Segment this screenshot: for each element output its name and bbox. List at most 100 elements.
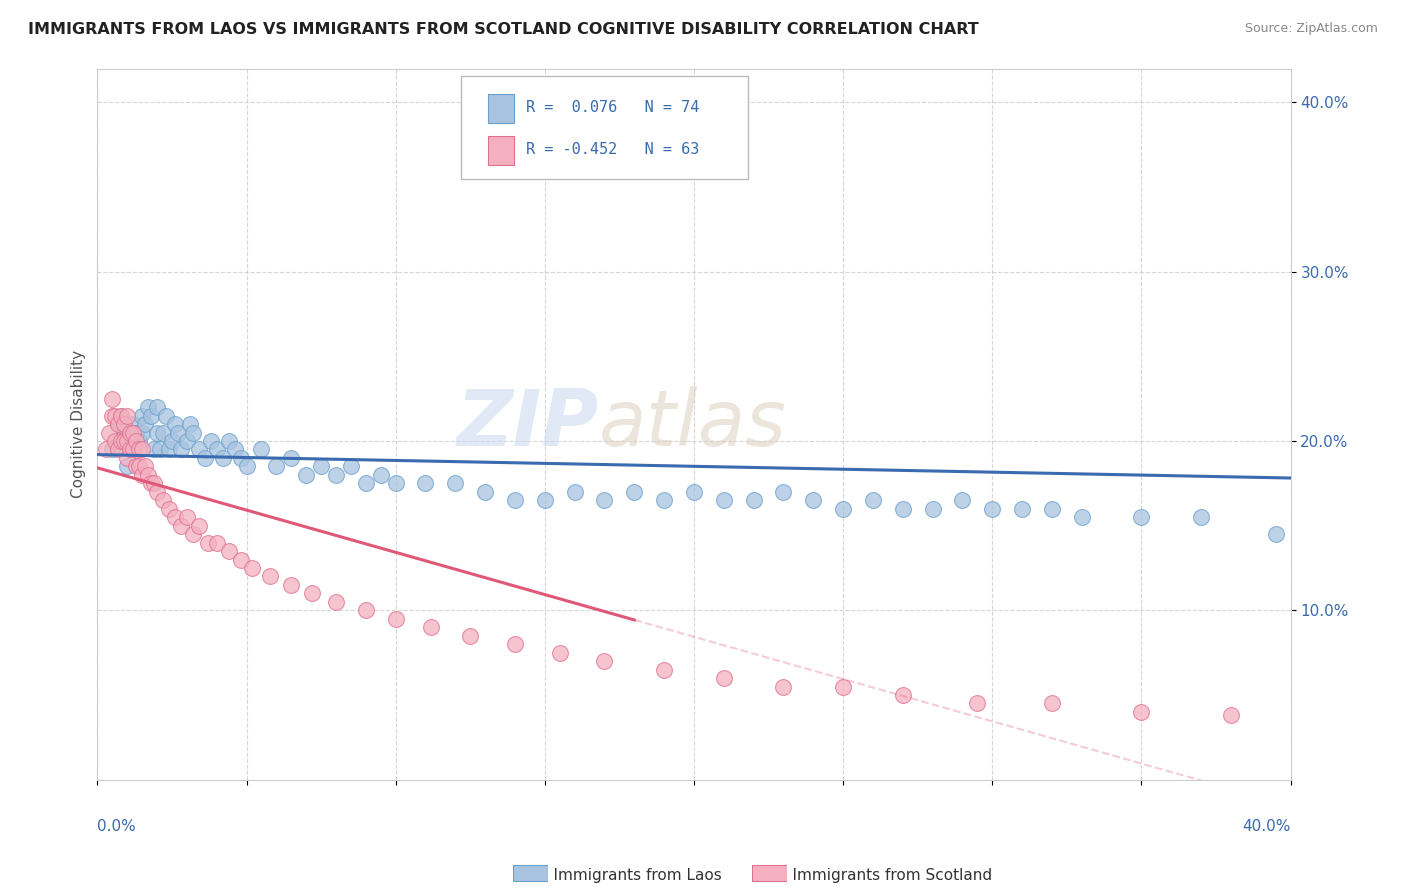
Point (112, 417, 135, 431)
Point (1189, 510, 1212, 524)
Point (163, 417, 186, 431)
Point (259, 569, 281, 583)
Point (115, 434, 138, 448)
Point (211, 450, 233, 465)
Point (218, 544, 240, 558)
Point (115, 450, 138, 465)
Point (181, 425, 204, 440)
Point (120, 425, 142, 440)
Point (354, 476, 377, 491)
Point (280, 450, 302, 465)
Point (832, 680, 855, 694)
Point (891, 688, 914, 702)
Point (131, 442, 153, 457)
Point (110, 409, 132, 423)
Point (131, 467, 153, 482)
Point (325, 595, 347, 609)
Point (136, 400, 159, 414)
Point (149, 442, 172, 457)
Point (218, 434, 240, 448)
Point (134, 459, 156, 474)
Point (1219, 708, 1241, 723)
Point (155, 409, 177, 423)
Point (832, 501, 855, 516)
Point (683, 484, 706, 499)
Point (1040, 697, 1063, 711)
Point (229, 450, 252, 465)
Point (266, 459, 288, 474)
Bar (752, 865, 787, 881)
Point (122, 442, 145, 457)
Point (101, 409, 124, 423)
Point (742, 493, 765, 508)
Point (115, 434, 138, 448)
Point (167, 425, 190, 440)
Point (200, 434, 222, 448)
Point (179, 417, 201, 431)
Point (107, 417, 129, 431)
Point (801, 493, 824, 508)
Point (112, 425, 135, 440)
Point (157, 501, 180, 516)
Point (384, 612, 406, 626)
Point (122, 425, 145, 440)
Point (415, 476, 437, 491)
Point (325, 467, 347, 482)
Point (143, 442, 166, 457)
Point (229, 552, 252, 566)
Point (280, 578, 302, 592)
Point (152, 493, 174, 508)
Point (143, 476, 166, 491)
Point (136, 467, 159, 482)
Point (713, 671, 735, 685)
Text: 0.0%: 0.0% (97, 819, 136, 834)
Point (197, 535, 219, 549)
Point (533, 493, 555, 508)
Point (593, 493, 616, 508)
Point (152, 425, 174, 440)
Point (981, 501, 1004, 516)
Point (503, 493, 526, 508)
Point (170, 442, 193, 457)
Point (242, 561, 264, 575)
Point (122, 417, 145, 431)
Point (340, 459, 363, 474)
Point (181, 527, 204, 541)
Point (205, 442, 228, 457)
FancyBboxPatch shape (461, 76, 748, 178)
Point (1130, 510, 1153, 524)
Point (1011, 501, 1033, 516)
Point (170, 518, 193, 533)
Point (128, 434, 150, 448)
Point (187, 442, 209, 457)
Point (139, 409, 162, 423)
Point (104, 409, 127, 423)
Point (125, 434, 148, 448)
Bar (513, 865, 548, 881)
Y-axis label: Cognitive Disability: Cognitive Disability (72, 350, 86, 498)
Point (107, 442, 129, 457)
Point (548, 646, 571, 660)
Point (309, 459, 332, 474)
Point (157, 442, 180, 457)
Point (772, 484, 794, 499)
Point (125, 459, 148, 474)
Point (921, 501, 943, 516)
Point (652, 493, 675, 508)
Text: Immigrants from Scotland: Immigrants from Scotland (773, 869, 993, 883)
Point (966, 697, 988, 711)
Point (235, 459, 257, 474)
Point (120, 442, 142, 457)
Point (163, 510, 186, 524)
Point (652, 663, 675, 677)
Text: atlas: atlas (599, 386, 786, 462)
Point (458, 629, 481, 643)
Text: R = -0.452   N = 63: R = -0.452 N = 63 (526, 142, 699, 157)
Point (420, 620, 443, 634)
Point (139, 476, 162, 491)
Point (146, 400, 169, 414)
Point (444, 476, 467, 491)
Point (224, 442, 246, 457)
Point (187, 518, 209, 533)
Point (115, 409, 138, 423)
